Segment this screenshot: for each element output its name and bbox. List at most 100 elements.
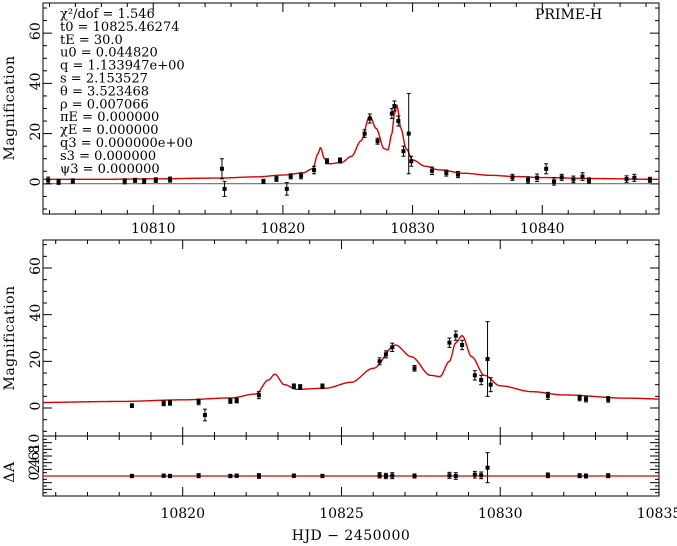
data-point xyxy=(168,176,173,183)
fit-parameter: t0 = 10825.46274 xyxy=(60,20,180,35)
data-marker xyxy=(291,384,296,389)
data-marker xyxy=(559,175,564,180)
residual-tick-label: 6 xyxy=(27,451,43,460)
x-tick-label: 10820 xyxy=(261,221,306,237)
data-marker xyxy=(299,173,304,178)
data-marker xyxy=(577,473,582,478)
fit-parameter: πE = 0.000000 xyxy=(60,110,159,125)
panel-full-lightcurve: 0 20 40 60 10810 10820 10830 10840 PRIME-H χ²/d… xyxy=(28,2,660,237)
data-point xyxy=(580,172,585,181)
y-tick-label: 20 xyxy=(28,123,44,141)
x-tick-label: 10830 xyxy=(478,506,523,522)
data-point xyxy=(647,176,652,183)
data-marker xyxy=(580,174,585,179)
data-point xyxy=(168,400,173,406)
data-marker xyxy=(544,166,549,171)
data-marker xyxy=(455,172,460,177)
data-marker xyxy=(460,343,465,347)
data-marker xyxy=(551,179,556,184)
data-point xyxy=(196,398,201,406)
data-point xyxy=(256,391,261,400)
data-marker xyxy=(583,397,588,402)
data-marker xyxy=(298,385,303,389)
data-point xyxy=(228,473,233,479)
data-marker xyxy=(545,473,550,478)
data-marker xyxy=(412,474,417,478)
fit-parameter: θ = 3.523468 xyxy=(60,84,149,99)
data-marker xyxy=(256,393,261,398)
fit-parameter: s3 = 0.000000 xyxy=(60,149,156,164)
data-marker xyxy=(46,178,51,183)
data-marker xyxy=(202,413,207,417)
x-tick-label: 10820 xyxy=(160,506,205,522)
data-marker xyxy=(261,179,266,184)
data-point xyxy=(325,158,330,165)
data-marker xyxy=(312,168,317,173)
data-marker xyxy=(153,178,158,183)
data-marker xyxy=(70,178,75,183)
data-point xyxy=(485,321,490,397)
y-tick-label: 0 xyxy=(28,177,44,186)
data-marker xyxy=(320,474,325,478)
data-point xyxy=(196,473,201,479)
data-marker xyxy=(406,131,411,136)
fit-parameter: q = 1.133947e+00 xyxy=(60,59,185,74)
data-point xyxy=(460,339,465,351)
data-point xyxy=(545,391,550,400)
data-point xyxy=(472,470,477,479)
data-marker xyxy=(479,473,484,478)
data-point xyxy=(312,165,317,175)
data-point xyxy=(510,173,515,181)
data-marker xyxy=(624,177,629,182)
data-marker xyxy=(430,168,435,173)
data-point xyxy=(389,108,394,120)
residual-tick-label: 4 xyxy=(27,458,43,467)
data-marker xyxy=(234,398,239,403)
data-point xyxy=(632,173,637,182)
data-point xyxy=(261,178,266,184)
data-point xyxy=(535,173,540,183)
data-marker xyxy=(337,158,342,163)
fit-parameter: q3 = 0.000000e+00 xyxy=(60,136,193,151)
data-marker xyxy=(133,178,138,183)
data-marker xyxy=(535,175,540,180)
data-point xyxy=(129,403,134,409)
data-marker xyxy=(256,474,261,478)
data-point xyxy=(291,383,296,390)
data-marker xyxy=(219,166,224,171)
data-point xyxy=(161,400,166,407)
data-marker xyxy=(447,473,452,478)
data-point xyxy=(375,137,380,145)
data-point xyxy=(202,408,207,422)
data-marker xyxy=(377,473,382,478)
data-marker xyxy=(409,159,414,164)
data-point xyxy=(583,395,588,403)
panel3-frame xyxy=(42,435,660,497)
data-marker xyxy=(632,175,637,180)
data-marker xyxy=(362,131,367,136)
observatory-label: PRIME-H xyxy=(535,7,602,23)
data-marker xyxy=(377,359,382,364)
data-marker xyxy=(447,340,452,345)
data-point xyxy=(577,473,582,479)
ylabel-panel1: Magnification xyxy=(2,55,18,160)
data-marker xyxy=(390,473,395,478)
data-point xyxy=(545,472,550,479)
data-marker xyxy=(228,474,233,478)
data-point xyxy=(453,330,458,341)
residual-tick-label: 8 xyxy=(27,445,43,454)
data-marker xyxy=(129,403,134,408)
data-marker xyxy=(291,473,296,478)
data-point xyxy=(406,92,411,175)
data-marker xyxy=(284,186,289,191)
data-marker xyxy=(56,179,61,184)
model-curve-zoom xyxy=(42,334,660,404)
data-point xyxy=(606,473,611,479)
data-marker xyxy=(168,400,173,405)
data-marker xyxy=(412,366,417,371)
panel-zoom-lightcurve: 0 20 40 60 xyxy=(28,239,660,437)
data-point xyxy=(455,171,460,179)
data-point xyxy=(624,175,629,183)
